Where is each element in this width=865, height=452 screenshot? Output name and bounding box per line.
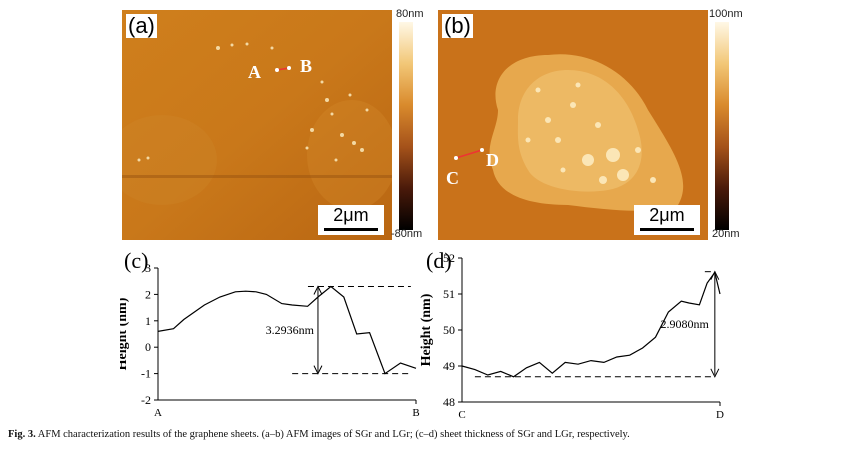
scalebar-a-text: 2μm xyxy=(333,205,369,225)
y-tick-label: -2 xyxy=(141,393,151,407)
scalebar-a-bar xyxy=(324,228,378,231)
colorbar-b-bottom: 20nm xyxy=(712,228,740,240)
colorbar-b xyxy=(715,22,729,230)
annotation-label: 3.2936nm xyxy=(266,323,315,337)
y-axis-label: Height (nm) xyxy=(420,293,434,366)
y-tick-label: 0 xyxy=(145,340,151,354)
point-label-d: D xyxy=(486,150,499,170)
y-tick-label: 48 xyxy=(443,395,455,409)
point-label-b: B xyxy=(300,56,313,76)
colorbar-a-bottom: -80nm xyxy=(391,228,423,240)
line-ab-marker xyxy=(275,66,291,72)
y-tick-label: 2 xyxy=(145,287,151,301)
caption-prefix: Fig. 3. xyxy=(8,429,36,440)
series-line xyxy=(157,285,417,375)
annotation-arrowhead-bottom xyxy=(313,365,323,375)
annotation-label: 2.9080nm xyxy=(660,317,709,331)
line-cd-marker xyxy=(454,148,484,160)
y-tick-label: 49 xyxy=(443,359,455,373)
scalebar-a: 2μm xyxy=(318,205,384,235)
afm-image-a xyxy=(122,10,392,240)
point-label-c: C xyxy=(446,168,459,188)
colorbar-a-top: 80nm xyxy=(396,8,424,20)
y-axis-label: Height (nm) xyxy=(120,297,130,370)
y-tick-label: 3 xyxy=(145,262,151,275)
caption-text: AFM characterization results of the grap… xyxy=(37,429,630,440)
height-profile-chart-d: 48 49 50 51 52 C D Height (nm) 2.9080nm xyxy=(420,252,724,421)
series-line xyxy=(461,270,721,378)
scalebar-b-bar xyxy=(640,228,694,231)
annotation-arrowhead-top xyxy=(313,285,323,295)
panel-label-c: (c) xyxy=(124,248,149,273)
scalebar-b: 2μm xyxy=(634,205,700,235)
afm-image-b xyxy=(438,10,708,240)
x-tick-label: B xyxy=(412,407,419,419)
height-profile-chart-c: -2 -1 0 1 2 3 A B Height (nm) 3.2936nm xyxy=(120,262,420,419)
colorbar-a xyxy=(399,22,413,230)
y-tick-label: 1 xyxy=(145,314,151,328)
y-tick-label: 51 xyxy=(443,287,455,301)
y-tick-label: 50 xyxy=(443,323,455,337)
y-tick-label: -1 xyxy=(141,367,151,381)
annotation-arrowhead-bottom xyxy=(710,368,720,378)
figure-caption: Fig. 3. AFM characterization results of … xyxy=(8,429,860,440)
x-tick-label: A xyxy=(154,407,162,419)
x-tick-label: C xyxy=(458,409,465,421)
annotation-arrowhead-top xyxy=(710,270,720,280)
panel-label-b: (b) xyxy=(442,13,473,38)
panel-label-d: (d) xyxy=(426,248,452,273)
y-tick-label: 52 xyxy=(443,252,455,265)
colorbar-b-top: 100nm xyxy=(709,8,743,20)
scalebar-b-text: 2μm xyxy=(649,205,685,225)
x-tick-label: D xyxy=(716,409,724,421)
panel-label-a: (a) xyxy=(126,13,157,38)
point-label-a: A xyxy=(248,62,261,82)
